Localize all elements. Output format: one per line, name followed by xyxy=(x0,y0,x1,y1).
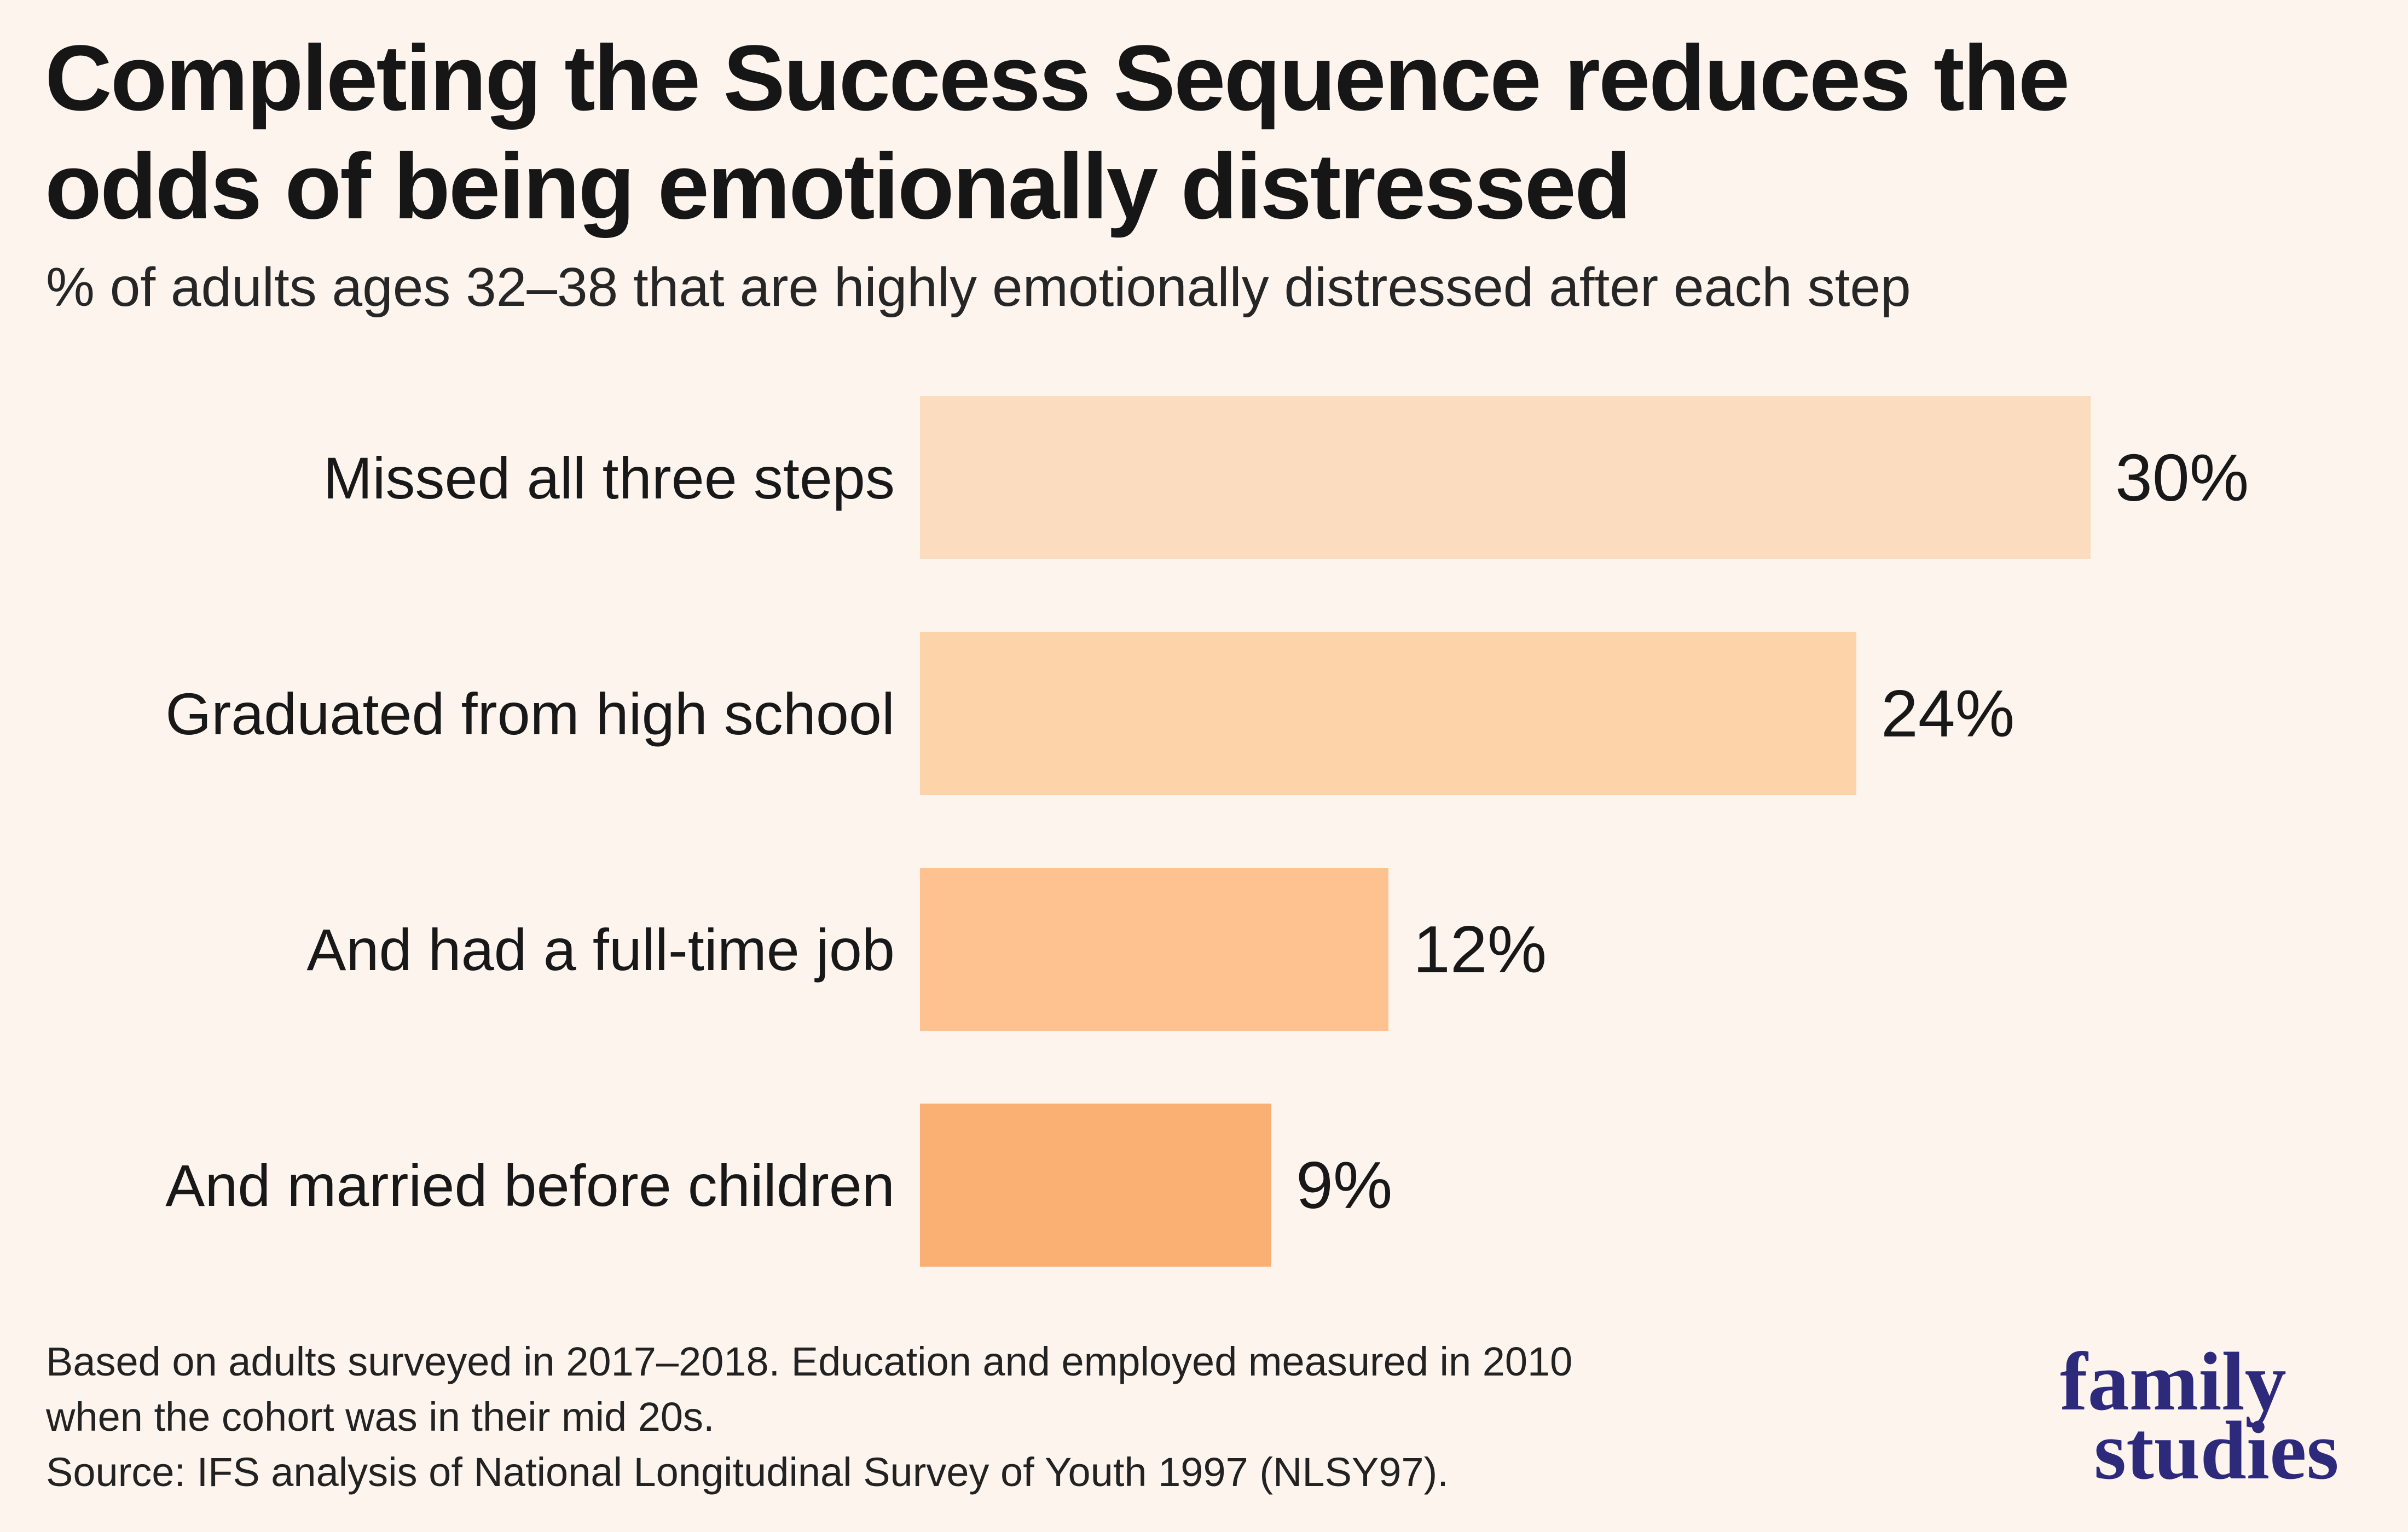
bar-row-missed-all-three-steps: Missed all three steps 30% xyxy=(0,396,2408,559)
category-label: Missed all three steps xyxy=(323,444,895,511)
page-title: Completing the Success Sequence reduces … xyxy=(45,24,2070,241)
logo-line-1: family xyxy=(2060,1336,2287,1427)
bar-row-graduated-high-school: Graduated from high school 24% xyxy=(0,632,2408,795)
bar-chart: Missed all three steps 30% Graduated fro… xyxy=(0,396,2408,1267)
title-line-2: odds of being emotionally distressed xyxy=(45,135,1631,239)
value-label: 24% xyxy=(1881,676,2015,751)
value-label: 30% xyxy=(2115,440,2249,515)
bar-segment xyxy=(920,868,1388,1031)
title-line-1: Completing the Success Sequence reduces … xyxy=(45,26,2070,130)
category-label: Graduated from high school xyxy=(165,680,895,747)
value-label: 9% xyxy=(1296,1148,1393,1222)
family-studies-logo: family studies xyxy=(2060,1336,2339,1496)
category-label: And married before children xyxy=(165,1152,895,1218)
bar-segment xyxy=(920,396,2091,559)
bar-row-full-time-job: And had a full-time job 12% xyxy=(0,868,2408,1031)
bar-segment xyxy=(920,1104,1271,1267)
logo-line-2: studies xyxy=(2094,1405,2339,1496)
category-label: And had a full-time job xyxy=(306,916,895,983)
footnote-line-1: Based on adults surveyed in 2017–2018. E… xyxy=(46,1339,1573,1384)
bar-row-married-before-children: And married before children 9% xyxy=(0,1104,2408,1267)
page-subtitle: % of adults ages 32–38 that are highly e… xyxy=(46,257,1911,318)
source-line: Source: IFS analysis of National Longitu… xyxy=(46,1449,1449,1495)
footnote-block: Based on adults surveyed in 2017–2018. E… xyxy=(46,1334,1572,1500)
value-label: 12% xyxy=(1413,912,1547,986)
bar-segment xyxy=(920,632,1856,795)
footnote-line-2: when the cohort was in their mid 20s. xyxy=(46,1394,715,1440)
